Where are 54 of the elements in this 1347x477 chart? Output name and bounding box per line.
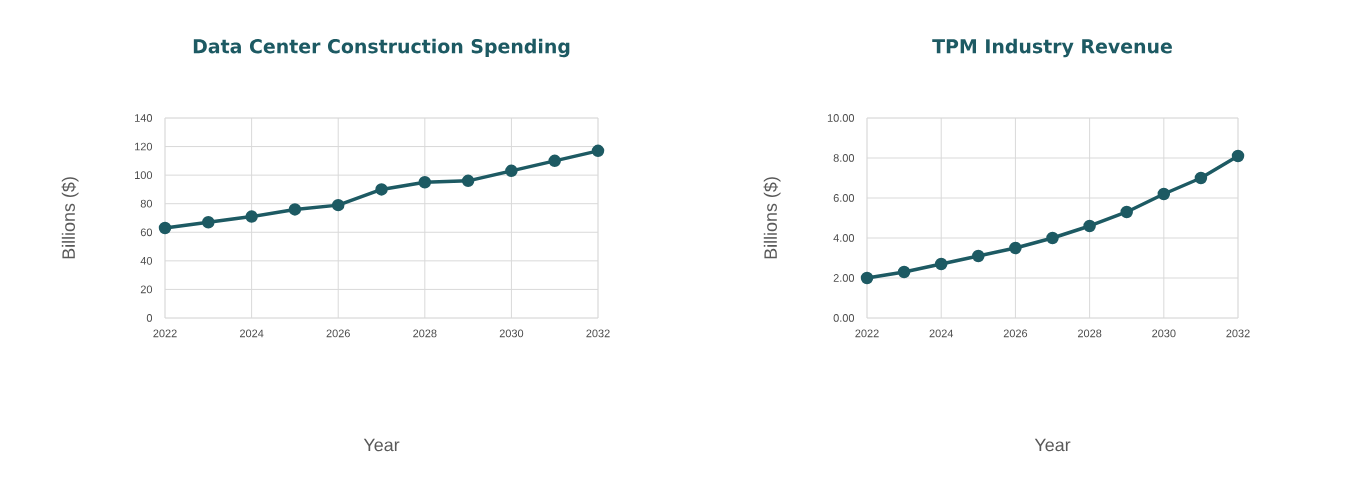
point: [897, 265, 911, 279]
point: [1194, 171, 1208, 185]
x-tick-label: 2028: [413, 329, 437, 338]
y-tick-label: 10.00: [827, 114, 855, 122]
y-tick-label: 120: [135, 142, 153, 151]
y-tick-label: 6.00: [833, 194, 855, 202]
point: [202, 216, 215, 229]
point: [972, 249, 985, 263]
point: [1046, 231, 1059, 245]
point: [860, 271, 874, 285]
point: [548, 154, 561, 168]
y-tick-label: 0: [146, 314, 153, 322]
x-tick-label: 2022: [855, 329, 879, 338]
point: [158, 221, 172, 235]
point: [591, 144, 605, 158]
y-tick-label: 20: [140, 285, 153, 294]
point: [245, 210, 258, 223]
x-tick-label: 2030: [499, 329, 524, 338]
y-tick-label: 4.00: [833, 234, 855, 242]
y-tick-label: 40: [140, 256, 153, 265]
x-tick-label: 2032: [586, 329, 610, 338]
point: [375, 183, 388, 196]
x-tick-label: 2030: [1152, 329, 1176, 338]
chart-title: TPM Industry Revenue: [932, 38, 1172, 58]
y-axis-title: Billions ($): [61, 177, 79, 259]
x-tick-label: 2026: [1003, 329, 1028, 338]
point: [934, 257, 948, 271]
x-axis-title: Year: [1034, 438, 1071, 452]
chart-title: Data Center Construction Spending: [193, 38, 570, 58]
y-tick-label: 60: [140, 228, 153, 237]
point: [1009, 241, 1022, 255]
y-tick-label: 0.00: [833, 314, 855, 322]
x-tick-label: 2028: [1077, 329, 1102, 338]
y-tick-label: 80: [140, 199, 153, 208]
x-tick-label: 2024: [239, 329, 264, 338]
point: [418, 176, 432, 189]
point: [505, 164, 518, 178]
x-tick-label: 2026: [326, 329, 350, 338]
point: [331, 198, 345, 212]
point: [1120, 205, 1133, 219]
point: [288, 203, 302, 216]
x-tick-label: 2024: [929, 329, 954, 338]
point: [461, 174, 475, 188]
y-tick-label: 2.00: [833, 274, 855, 282]
point: [1083, 219, 1096, 233]
y-tick-label: 100: [135, 171, 153, 180]
point: [1231, 149, 1245, 163]
point: [1157, 187, 1171, 201]
x-axis-title: Year: [363, 438, 400, 452]
x-tick-label: 2032: [1226, 329, 1250, 338]
x-tick-label: 2022: [153, 329, 177, 338]
y-tick-label: 140: [135, 114, 153, 122]
y-tick-label: 8.00: [833, 154, 855, 162]
y-axis-title: Billions ($): [763, 177, 781, 259]
